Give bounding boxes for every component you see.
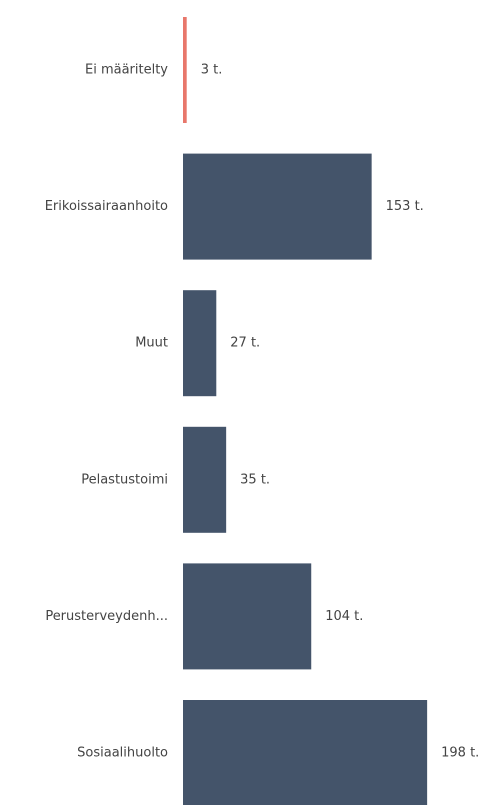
value-label: 27 t. xyxy=(230,336,260,351)
bar xyxy=(183,700,428,805)
value-label: 104 t. xyxy=(325,609,363,624)
bar xyxy=(183,426,227,533)
category-label: Muut xyxy=(135,336,168,351)
category-label: Sosiaalihuolto xyxy=(77,746,168,761)
category-label: Erikoissairaanhoito xyxy=(45,199,168,214)
value-label: 153 t. xyxy=(386,199,424,214)
bar xyxy=(183,17,187,123)
value-label: 198 t. xyxy=(441,746,479,761)
bar xyxy=(183,290,217,397)
category-label: Perusterveydenh... xyxy=(45,609,168,624)
value-label: 3 t. xyxy=(201,63,223,78)
category-label: Pelastustoimi xyxy=(81,472,168,487)
bar xyxy=(183,153,372,260)
value-label: 35 t. xyxy=(240,472,270,487)
category-label: Ei määritelty xyxy=(85,63,168,78)
bar xyxy=(183,563,312,670)
